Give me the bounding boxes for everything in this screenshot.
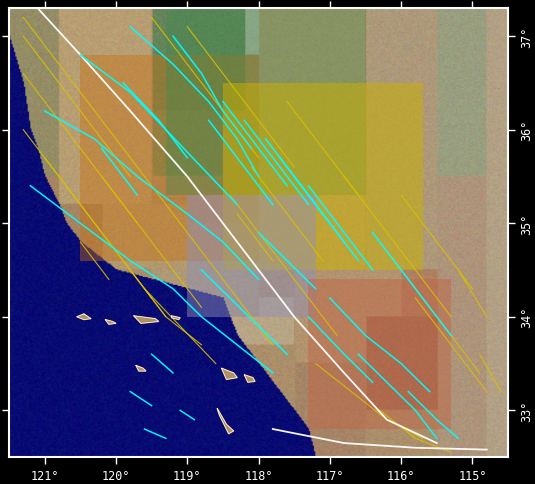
Polygon shape — [136, 366, 146, 371]
Bar — [309, 280, 451, 429]
Polygon shape — [244, 375, 255, 382]
Polygon shape — [172, 316, 180, 320]
Bar — [187, 196, 316, 317]
Polygon shape — [217, 408, 234, 434]
Polygon shape — [77, 314, 91, 320]
Polygon shape — [134, 316, 159, 324]
Bar — [80, 56, 258, 261]
Bar — [223, 84, 423, 271]
Bar — [166, 9, 365, 196]
Polygon shape — [221, 368, 237, 379]
Polygon shape — [105, 320, 116, 325]
